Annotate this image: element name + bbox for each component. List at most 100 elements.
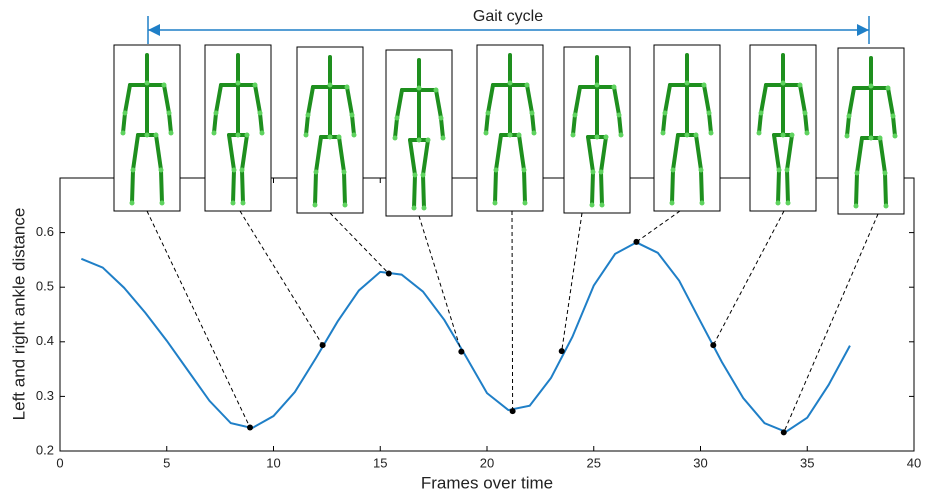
plot-frame — [60, 178, 914, 451]
skeleton-joint — [508, 81, 513, 86]
skeleton-joint — [571, 133, 576, 138]
skeleton-joint — [417, 138, 422, 143]
skeleton-joint — [212, 131, 217, 136]
keyframe-point — [458, 349, 464, 355]
skeleton-bone — [395, 118, 397, 138]
skeleton-joint — [306, 113, 311, 118]
skeleton-joint — [304, 133, 309, 138]
skeleton-bone — [132, 170, 133, 203]
skeleton-joint — [314, 170, 319, 175]
x-tick-label: 40 — [907, 455, 921, 470]
skeleton-joint — [702, 83, 707, 88]
skeleton-joint — [781, 133, 786, 138]
annotation: Gait cycle — [473, 8, 543, 25]
skeleton-joint — [663, 111, 668, 116]
skeleton-joint — [214, 111, 219, 116]
skeleton-joint — [798, 83, 803, 88]
skeleton-joint — [232, 168, 237, 173]
skeleton-bone — [787, 170, 788, 203]
skeleton-joint — [847, 114, 852, 119]
skeleton-joint — [121, 131, 126, 136]
page: {"chart_data": {"type": "line", "annotat… — [0, 0, 928, 495]
skeleton-joint — [145, 133, 150, 138]
skeleton-joint — [123, 111, 128, 116]
skeleton-joint — [159, 168, 164, 173]
skeleton-joint — [412, 206, 417, 211]
skeleton-joint — [707, 111, 712, 116]
skeleton-bone — [847, 116, 849, 136]
skeleton-joint — [661, 131, 666, 136]
x-tick-label: 30 — [693, 455, 707, 470]
skeleton-bone — [701, 170, 702, 203]
skeleton-joint — [130, 201, 135, 206]
skeleton-joint — [162, 83, 167, 88]
chart: 05101520253035400.20.30.40.50.6 Gait cyc… — [0, 0, 928, 495]
keyframe-point — [781, 429, 787, 435]
skeleton-bone — [532, 113, 534, 133]
skeleton-joint — [604, 135, 609, 140]
skeleton-joint — [253, 83, 258, 88]
skeleton-bone — [260, 113, 262, 133]
skeleton-joint — [530, 111, 535, 116]
skeleton-joint — [231, 201, 236, 206]
x-tick-label: 20 — [480, 455, 494, 470]
skeleton-bone — [414, 175, 415, 208]
skeleton-joint — [350, 113, 355, 118]
skeleton-bone — [486, 113, 488, 133]
connector — [512, 211, 513, 411]
skeleton-joint — [591, 170, 596, 175]
skeleton-bone — [441, 118, 443, 138]
skeleton-joint — [595, 83, 600, 88]
skeleton-joint — [240, 168, 245, 173]
skeleton-bone — [672, 170, 673, 203]
skeleton-joint — [258, 111, 263, 116]
skeleton-bone — [352, 115, 354, 135]
skeleton-joint — [167, 111, 172, 116]
skeleton-joint — [493, 201, 498, 206]
skeleton-joint — [845, 134, 850, 139]
skeleton-joint — [600, 203, 605, 208]
skeleton-joint — [671, 168, 676, 173]
skeleton-bone — [242, 170, 243, 203]
connector — [240, 211, 323, 345]
skeleton-joint — [694, 133, 699, 138]
skeleton-joint — [236, 133, 241, 138]
skeleton-joint — [395, 116, 400, 121]
skeleton-joint — [709, 131, 714, 136]
keyframe-point — [320, 342, 326, 348]
y-tick-label: 0.3 — [36, 388, 54, 403]
skeleton-joint — [484, 131, 489, 136]
skeleton-joint — [805, 131, 810, 136]
skeleton-joint — [790, 133, 795, 138]
skeleton-bone — [161, 170, 162, 203]
y-axis-label: Left and right ankle distance — [9, 208, 28, 421]
connector — [713, 211, 784, 345]
skeleton-bone — [885, 173, 886, 206]
keyframe-point — [710, 342, 716, 348]
skeleton-joint — [337, 135, 342, 140]
y-tick-label: 0.2 — [36, 442, 54, 457]
skeleton-bone — [893, 116, 895, 136]
skeleton-joint — [241, 201, 246, 206]
skeleton-joint — [523, 201, 528, 206]
connector — [562, 213, 582, 351]
skeleton-joint — [685, 81, 690, 86]
skeleton-joint — [131, 168, 136, 173]
skeleton-joint — [345, 85, 350, 90]
skeleton-joint — [328, 83, 333, 88]
skeleton-bone — [805, 113, 807, 133]
skeleton-joint — [342, 170, 347, 175]
skeleton-joint — [245, 133, 250, 138]
connector — [147, 211, 250, 428]
skeleton-joint — [599, 170, 604, 175]
skeleton-bone — [601, 172, 602, 205]
skeleton-joint — [494, 168, 499, 173]
skeleton-joint — [785, 168, 790, 173]
skeleton-joint — [700, 201, 705, 206]
skeleton-joint — [434, 88, 439, 93]
skeleton-joint — [260, 131, 265, 136]
skeleton-joint — [160, 201, 165, 206]
skeleton-joint — [421, 173, 426, 178]
skeleton-joint — [670, 201, 675, 206]
